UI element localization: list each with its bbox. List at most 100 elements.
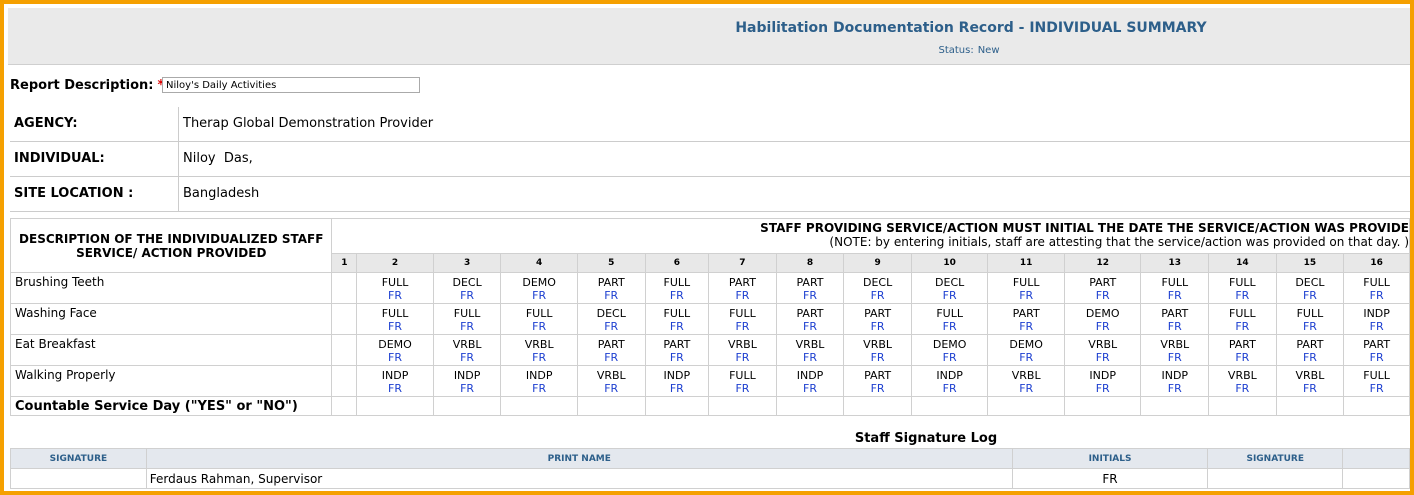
day-cell[interactable]: FULL FR <box>1208 303 1277 335</box>
countable-cell[interactable] <box>1208 396 1277 416</box>
day-cell[interactable]: FULL FR <box>1140 272 1210 304</box>
staff-initials: FR <box>870 289 885 302</box>
day-cell[interactable]: VRBL FR <box>1063 334 1142 366</box>
day-cell[interactable]: PART FR <box>1140 303 1210 335</box>
day-cell[interactable]: FULL FR <box>708 303 777 335</box>
day-cell[interactable]: PART FR <box>987 303 1065 335</box>
day-cell[interactable] <box>331 272 358 304</box>
day-cell[interactable]: FULL FR <box>500 303 578 335</box>
assist-code: PART <box>597 276 625 289</box>
assist-code: INDP <box>381 369 409 382</box>
assist-code: DECL <box>862 276 893 289</box>
day-cell[interactable]: DECL FR <box>910 272 989 304</box>
day-cell[interactable]: DEMO FR <box>910 334 989 366</box>
day-cell[interactable]: PART FR <box>708 272 777 304</box>
day-cell[interactable]: PART FR <box>775 272 845 304</box>
day-cell[interactable]: PART FR <box>843 303 912 335</box>
day-cell[interactable]: PART FR <box>843 365 912 397</box>
day-cell[interactable]: VRBL FR <box>1275 365 1345 397</box>
countable-cell[interactable] <box>500 396 578 416</box>
status-line: Status: New <box>8 45 1410 56</box>
countable-cell[interactable] <box>843 396 912 416</box>
day-cell[interactable]: PART FR <box>1343 334 1410 366</box>
day-cell[interactable]: VRBL FR <box>708 334 777 366</box>
staff-initials: FR <box>532 289 547 302</box>
staff-initials: FR <box>1235 289 1250 302</box>
day-cell[interactable]: FULL FR <box>1343 365 1410 397</box>
day-cell[interactable]: FULL FR <box>1343 272 1410 304</box>
day-cell[interactable]: DEMO FR <box>356 334 434 366</box>
day-cell[interactable]: PART FR <box>1275 334 1345 366</box>
countable-cell[interactable] <box>910 396 989 416</box>
day-cell[interactable]: DECL FR <box>576 303 646 335</box>
day-header-5: 5 <box>576 253 646 273</box>
day-cell[interactable]: FULL FR <box>356 303 434 335</box>
day-cell[interactable]: FULL FR <box>1208 272 1277 304</box>
day-cell[interactable] <box>331 334 358 366</box>
day-cell[interactable]: INDP FR <box>356 365 434 397</box>
day-cell[interactable]: INDP FR <box>1140 365 1210 397</box>
staff-initials: FR <box>1369 351 1384 364</box>
countable-cell[interactable] <box>708 396 777 416</box>
countable-cell[interactable] <box>1275 396 1345 416</box>
countable-cell[interactable] <box>432 396 502 416</box>
countable-cell[interactable] <box>1063 396 1142 416</box>
countable-cell[interactable] <box>644 396 710 416</box>
day-cell[interactable]: VRBL FR <box>576 365 646 397</box>
day-cell[interactable]: FULL FR <box>432 303 502 335</box>
day-header-12: 12 <box>1063 253 1142 273</box>
assist-code: INDP <box>1089 369 1116 382</box>
day-cell[interactable]: VRBL FR <box>1208 365 1277 397</box>
day-cell[interactable]: FULL FR <box>987 272 1065 304</box>
day-cell[interactable]: PART FR <box>576 334 646 366</box>
day-cell[interactable]: VRBL FR <box>775 334 845 366</box>
day-cell[interactable]: INDP FR <box>775 365 845 397</box>
day-cell[interactable] <box>331 365 358 397</box>
day-cell[interactable]: PART FR <box>1063 272 1142 304</box>
day-cell[interactable]: FULL FR <box>1275 303 1345 335</box>
day-cell[interactable]: INDP FR <box>500 365 578 397</box>
day-cell[interactable]: DECL FR <box>1275 272 1345 304</box>
countable-cell[interactable] <box>356 396 434 416</box>
countable-cell[interactable] <box>576 396 646 416</box>
day-cell[interactable]: INDP FR <box>1063 365 1142 397</box>
report-description-input[interactable] <box>162 77 420 93</box>
countable-cell[interactable] <box>1140 396 1210 416</box>
countable-cell[interactable] <box>775 396 845 416</box>
day-cell[interactable]: VRBL FR <box>843 334 912 366</box>
day-cell[interactable]: FULL FR <box>644 272 710 304</box>
day-cell[interactable]: PART FR <box>775 303 845 335</box>
day-cell[interactable]: FULL FR <box>910 303 989 335</box>
day-cell[interactable]: VRBL FR <box>500 334 578 366</box>
day-cell[interactable]: DECL FR <box>432 272 502 304</box>
countable-cell[interactable] <box>331 396 358 416</box>
day-cell[interactable]: DEMO FR <box>987 334 1065 366</box>
day-cell[interactable]: VRBL FR <box>987 365 1065 397</box>
day-cell[interactable]: VRBL FR <box>1140 334 1210 366</box>
signature-log-title: Staff Signature Log <box>854 431 998 446</box>
day-cell[interactable] <box>331 303 358 335</box>
countable-cell[interactable] <box>1343 396 1410 416</box>
day-cell[interactable]: DECL FR <box>843 272 912 304</box>
staff-initials: FR <box>1167 382 1182 395</box>
countable-cell[interactable] <box>987 396 1065 416</box>
day-cell[interactable]: PART FR <box>576 272 646 304</box>
assist-code: VRBL <box>1011 369 1041 382</box>
assist-code: FULL <box>729 307 756 320</box>
day-cell[interactable]: INDP FR <box>432 365 502 397</box>
day-cell[interactable]: INDP FR <box>644 365 710 397</box>
day-cell[interactable]: FULL FR <box>644 303 710 335</box>
day-cell[interactable]: INDP FR <box>910 365 989 397</box>
day-cell[interactable]: PART FR <box>1208 334 1277 366</box>
assist-code: FULL <box>663 276 691 289</box>
assist-code: FULL <box>1363 369 1390 382</box>
staff-initials: FR <box>1302 320 1317 333</box>
day-cell[interactable]: DEMO FR <box>500 272 578 304</box>
day-cell[interactable]: FULL FR <box>708 365 777 397</box>
day-cell[interactable]: VRBL FR <box>432 334 502 366</box>
day-cell[interactable]: FULL FR <box>356 272 434 304</box>
staff-initials: FR <box>1369 289 1384 302</box>
day-cell[interactable]: PART FR <box>644 334 710 366</box>
day-cell[interactable]: INDP FR <box>1343 303 1410 335</box>
day-cell[interactable]: DEMO FR <box>1063 303 1142 335</box>
